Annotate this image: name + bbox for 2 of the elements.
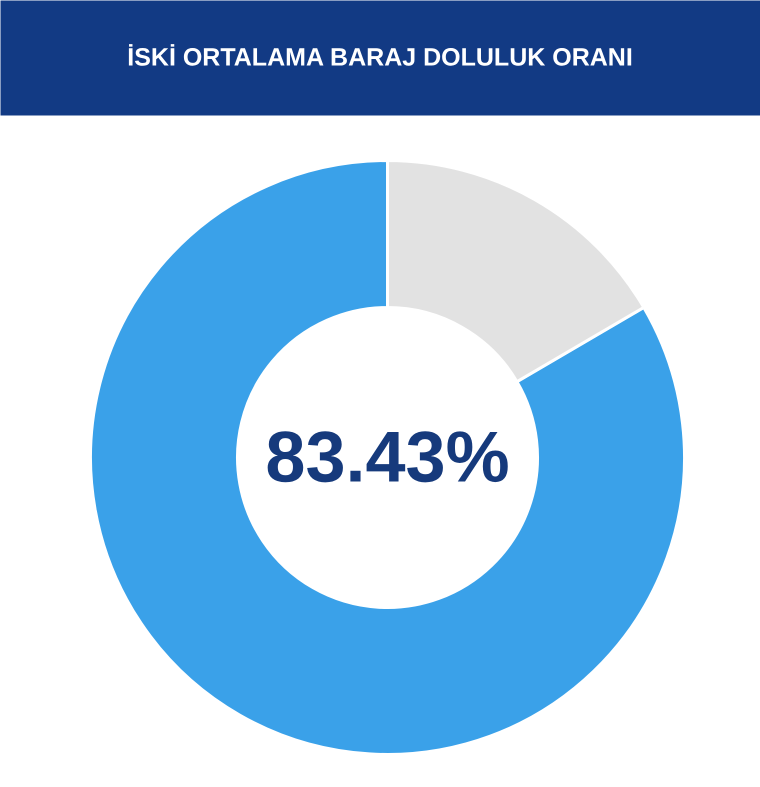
chart-title: İSKİ ORTALAMA BARAJ DOLULUK ORANI: [127, 44, 633, 72]
text: 83.43%: [265, 418, 510, 498]
